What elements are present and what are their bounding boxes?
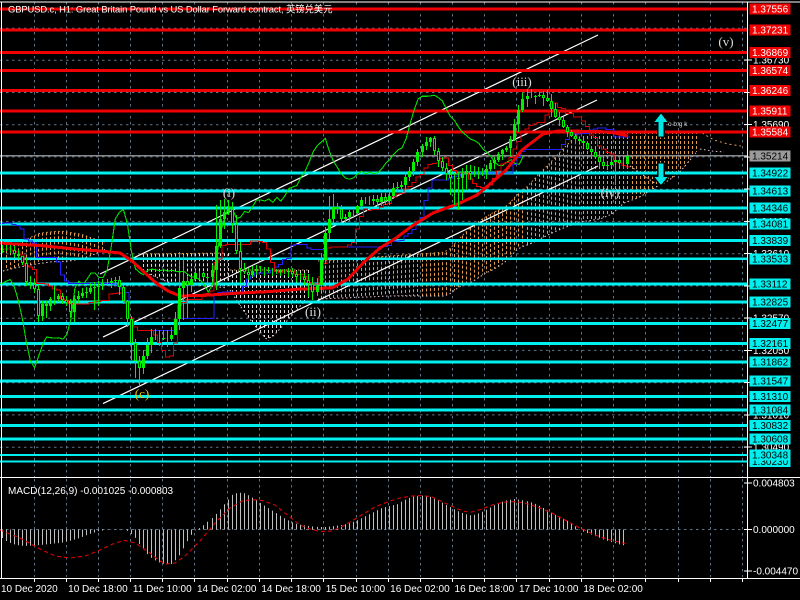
svg-text:1.32161: 1.32161 [752, 339, 789, 350]
svg-text:0.000000: 0.000000 [753, 525, 795, 536]
svg-text:1.30490: 1.30490 [753, 443, 790, 454]
svg-text:10 Dec 2020: 10 Dec 2020 [1, 584, 58, 595]
svg-text:1.37231: 1.37231 [752, 26, 789, 37]
svg-text:1.31010: 1.31010 [753, 411, 790, 422]
svg-text:15 Dec 10:00: 15 Dec 10:00 [326, 584, 386, 595]
svg-text:16 Dec 18:00: 16 Dec 18:00 [455, 584, 515, 595]
svg-text:1.32477: 1.32477 [752, 319, 789, 330]
svg-text:1.31084: 1.31084 [752, 406, 789, 417]
svg-text:(v): (v) [718, 34, 733, 49]
svg-text:GBPUSD.c, H1: Great Britain P: GBPUSD.c, H1: Great Britain Pound vs US … [8, 4, 332, 15]
svg-text:1.32050: 1.32050 [753, 346, 790, 357]
svg-text:14 Dec 18:00: 14 Dec 18:00 [261, 584, 321, 595]
svg-text:1.35690: 1.35690 [753, 120, 790, 131]
svg-text:1.36869: 1.36869 [752, 48, 789, 59]
svg-text:1.35214: 1.35214 [752, 152, 789, 163]
svg-text:1.34922: 1.34922 [752, 169, 789, 180]
svg-text:16 Dec 02:00: 16 Dec 02:00 [390, 584, 450, 595]
svg-text:1.34081: 1.34081 [752, 220, 789, 231]
svg-text:11 Dec 10:00: 11 Dec 10:00 [133, 584, 192, 595]
svg-text:(c): (c) [135, 386, 149, 401]
svg-text:(i): (i) [223, 185, 235, 200]
svg-text:0.004803: 0.004803 [753, 479, 795, 490]
svg-text:1.36574: 1.36574 [752, 66, 789, 77]
svg-text:1.30608: 1.30608 [752, 435, 789, 446]
svg-text:(ii): (ii) [305, 304, 321, 319]
svg-text:1.30348: 1.30348 [752, 451, 789, 462]
svg-text:10 Dec 18:00: 10 Dec 18:00 [68, 584, 128, 595]
svg-text:1.30832: 1.30832 [752, 421, 789, 432]
svg-text:17 Dec 10:00: 17 Dec 10:00 [519, 584, 579, 595]
svg-text:14 Dec 02:00: 14 Dec 02:00 [197, 584, 257, 595]
svg-text:o b:g k: o b:g k [668, 121, 688, 128]
svg-text:1.35911: 1.35911 [752, 107, 788, 118]
svg-text:1.34613: 1.34613 [752, 187, 789, 198]
svg-text:-0.004470: -0.004470 [753, 567, 798, 578]
svg-text:1.35584: 1.35584 [752, 128, 789, 139]
svg-text:1.36730: 1.36730 [753, 56, 790, 67]
svg-text:1.31862: 1.31862 [752, 358, 789, 369]
svg-text:1.36246: 1.36246 [752, 86, 789, 97]
svg-text:1.33112: 1.33112 [752, 280, 788, 291]
svg-text:1.30230: 1.30230 [752, 457, 789, 468]
svg-text:1.37556: 1.37556 [752, 5, 789, 16]
svg-text:18 Dec 02:00: 18 Dec 02:00 [583, 584, 643, 595]
svg-text:(iv): (iv) [601, 185, 620, 200]
svg-text:1.33533: 1.33533 [752, 254, 789, 265]
svg-text:MACD(12,26,9) -0.001025 -0.000: MACD(12,26,9) -0.001025 -0.000803 [8, 486, 174, 497]
svg-text:(iii): (iii) [512, 74, 532, 89]
svg-text:1.34346: 1.34346 [752, 204, 789, 215]
svg-text:1.33839: 1.33839 [752, 236, 789, 247]
svg-text:1.31310: 1.31310 [752, 392, 789, 403]
svg-text:1.31547: 1.31547 [752, 377, 789, 388]
svg-text:1.32825: 1.32825 [752, 298, 789, 309]
